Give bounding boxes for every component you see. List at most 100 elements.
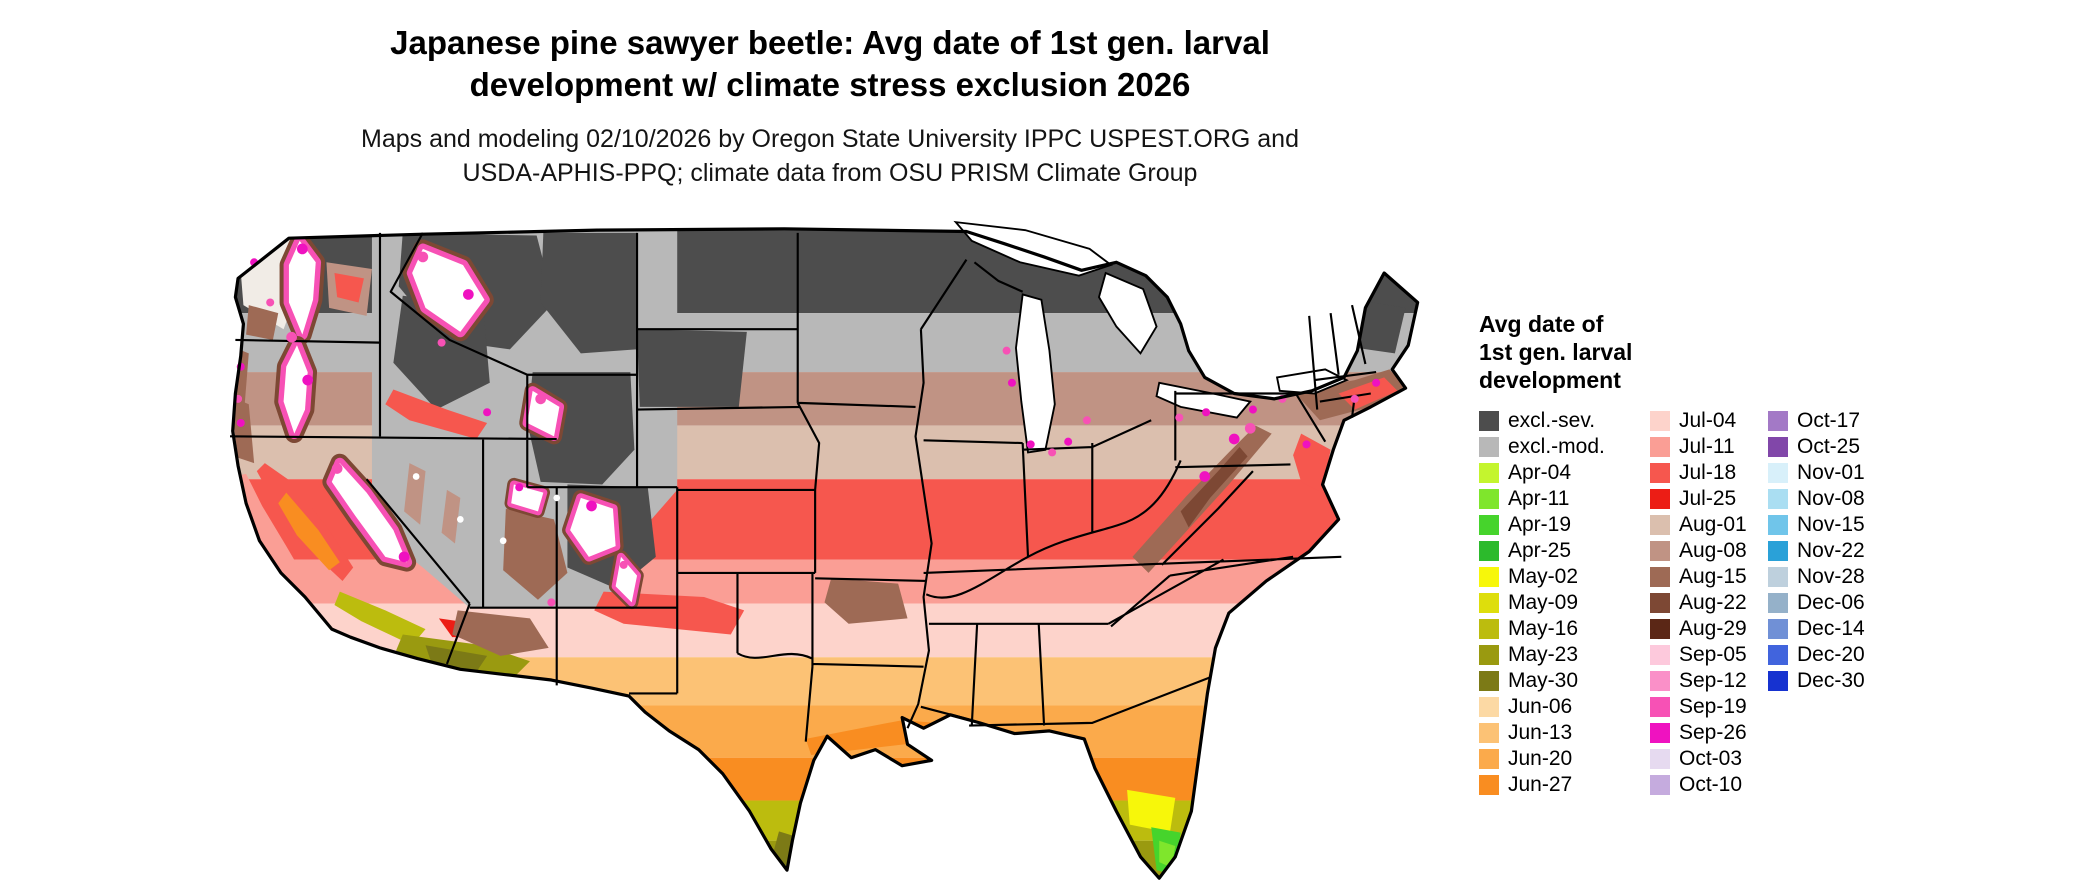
legend-label: Jul-04 — [1679, 409, 1737, 432]
legend-label: Aug-01 — [1679, 513, 1747, 536]
legend-swatch — [1768, 541, 1788, 561]
legend-label: Sep-26 — [1679, 721, 1747, 744]
legend-entry: Jul-11 — [1650, 434, 1747, 460]
legend-swatch — [1768, 463, 1788, 483]
legend-swatch — [1479, 489, 1499, 509]
norcal-coast-brown — [232, 396, 255, 464]
legend-title: Avg date of 1st gen. larval development — [1479, 310, 2079, 394]
legend-entry: Jul-04 — [1650, 408, 1747, 434]
legend-entry: Sep-26 — [1650, 720, 1747, 746]
legend-entry: Apr-11 — [1479, 486, 1605, 512]
legend-label: Aug-22 — [1679, 591, 1747, 614]
legend-label: Dec-20 — [1797, 643, 1865, 666]
legend-label: Jul-25 — [1679, 487, 1737, 510]
legend-label: Sep-12 — [1679, 669, 1747, 692]
legend-label: Aug-29 — [1679, 617, 1747, 640]
legend-swatch — [1479, 697, 1499, 717]
legend-label: Oct-17 — [1797, 409, 1861, 432]
legend-entry: excl.-mod. — [1479, 434, 1605, 460]
legend-entry: May-02 — [1479, 564, 1605, 590]
legend-entry: May-09 — [1479, 590, 1605, 616]
florida-yellow-zone — [1127, 789, 1176, 833]
legend-entry: Apr-25 — [1479, 538, 1605, 564]
legend-entry: May-30 — [1479, 668, 1605, 694]
legend-swatch — [1650, 723, 1670, 743]
legend-entry: Aug-22 — [1650, 590, 1747, 616]
legend-entry: Nov-08 — [1768, 486, 1865, 512]
legend-label: Jun-20 — [1508, 747, 1573, 770]
legend-label: Oct-03 — [1679, 747, 1743, 770]
legend-swatch — [1768, 645, 1788, 665]
legend-label: Aug-15 — [1679, 565, 1747, 588]
legend-swatch — [1650, 437, 1670, 457]
legend-entry: Oct-10 — [1650, 772, 1747, 798]
legend-swatch — [1650, 697, 1670, 717]
legend-label: Jul-18 — [1679, 461, 1737, 484]
legend-entry: Aug-01 — [1650, 512, 1747, 538]
legend-label: excl.-mod. — [1508, 435, 1605, 458]
legend-entry: Nov-22 — [1768, 538, 1865, 564]
legend-swatch — [1650, 411, 1670, 431]
sonoran-olive-core — [425, 645, 488, 672]
legend-entry: Jun-06 — [1479, 694, 1605, 720]
legend-label: Apr-19 — [1508, 513, 1572, 536]
montana-east-exclusion — [540, 232, 638, 354]
legend-label: Apr-25 — [1508, 539, 1572, 562]
legend-swatch — [1650, 593, 1670, 613]
legend-entry: Nov-28 — [1768, 564, 1865, 590]
legend-column-2: Jul-04 Jul-11 Jul-18 Jul-25 Aug-01 Aug-08 Aug-… — [1650, 408, 1747, 798]
legend-label: Sep-19 — [1679, 695, 1747, 718]
white-basin-flecks — [412, 473, 561, 545]
appalachians-dark-core — [1180, 447, 1248, 528]
columbia-basin-red — [334, 273, 364, 303]
legend-label: Aug-08 — [1679, 539, 1747, 562]
band-may23 — [232, 840, 1418, 879]
legend-swatch — [1479, 437, 1499, 457]
band-may16 — [232, 800, 1418, 841]
legend-entry: Oct-17 — [1768, 408, 1865, 434]
legend-column-1: excl.-sev. excl.-mod. Apr-04 Apr-11 Apr-19 Ap… — [1479, 408, 1605, 798]
legend-swatch — [1768, 489, 1788, 509]
socal-olive-region — [334, 591, 426, 646]
legend-swatch — [1479, 619, 1499, 639]
legend-swatch — [1479, 541, 1499, 561]
legend-swatch — [1768, 515, 1788, 535]
legend-title-line-1: Avg date of — [1479, 311, 1604, 337]
legend-swatch — [1768, 567, 1788, 587]
nevada-range-1 — [404, 463, 426, 525]
legend-entry: excl.-sev. — [1479, 408, 1605, 434]
legend-label: May-16 — [1508, 617, 1579, 640]
legend-label: Apr-04 — [1508, 461, 1572, 484]
legend-swatch — [1650, 567, 1670, 587]
legend-label: Apr-11 — [1508, 487, 1570, 510]
utah-plateau-brown — [503, 508, 568, 600]
legend-swatch — [1479, 567, 1499, 587]
legend-entry: Oct-25 — [1768, 434, 1865, 460]
legend-entry: Sep-12 — [1650, 668, 1747, 694]
legend-swatch — [1479, 645, 1499, 665]
legend-label: May-30 — [1508, 669, 1579, 692]
legend-entry: Aug-15 — [1650, 564, 1747, 590]
legend-label: Nov-01 — [1797, 461, 1865, 484]
legend-label: Dec-14 — [1797, 617, 1865, 640]
washington-brown-belt — [246, 305, 279, 340]
legend-entry: Sep-19 — [1650, 694, 1747, 720]
legend-swatch — [1768, 619, 1788, 639]
snake-river-plain — [385, 389, 488, 440]
legend-entry: Aug-08 — [1650, 538, 1747, 564]
legend-entry: Sep-05 — [1650, 642, 1747, 668]
us-map-svg — [230, 220, 1420, 880]
us-choropleth-map — [222, 220, 1427, 887]
california-coast-range — [232, 473, 306, 584]
legend-entry: Apr-19 — [1479, 512, 1605, 538]
legend-entry: Dec-20 — [1768, 642, 1865, 668]
legend-swatch — [1650, 463, 1670, 483]
legend-label: Sep-05 — [1679, 643, 1747, 666]
legend-label: Jun-13 — [1508, 721, 1573, 744]
header: Japanese pine sawyer beetle: Avg date of… — [0, 22, 1660, 190]
legend-entry: Jul-18 — [1650, 460, 1747, 486]
legend-entry: Dec-30 — [1768, 668, 1865, 694]
legend-entry: Aug-29 — [1650, 616, 1747, 642]
legend-entry: Apr-04 — [1479, 460, 1605, 486]
legend-label: excl.-sev. — [1508, 409, 1596, 432]
